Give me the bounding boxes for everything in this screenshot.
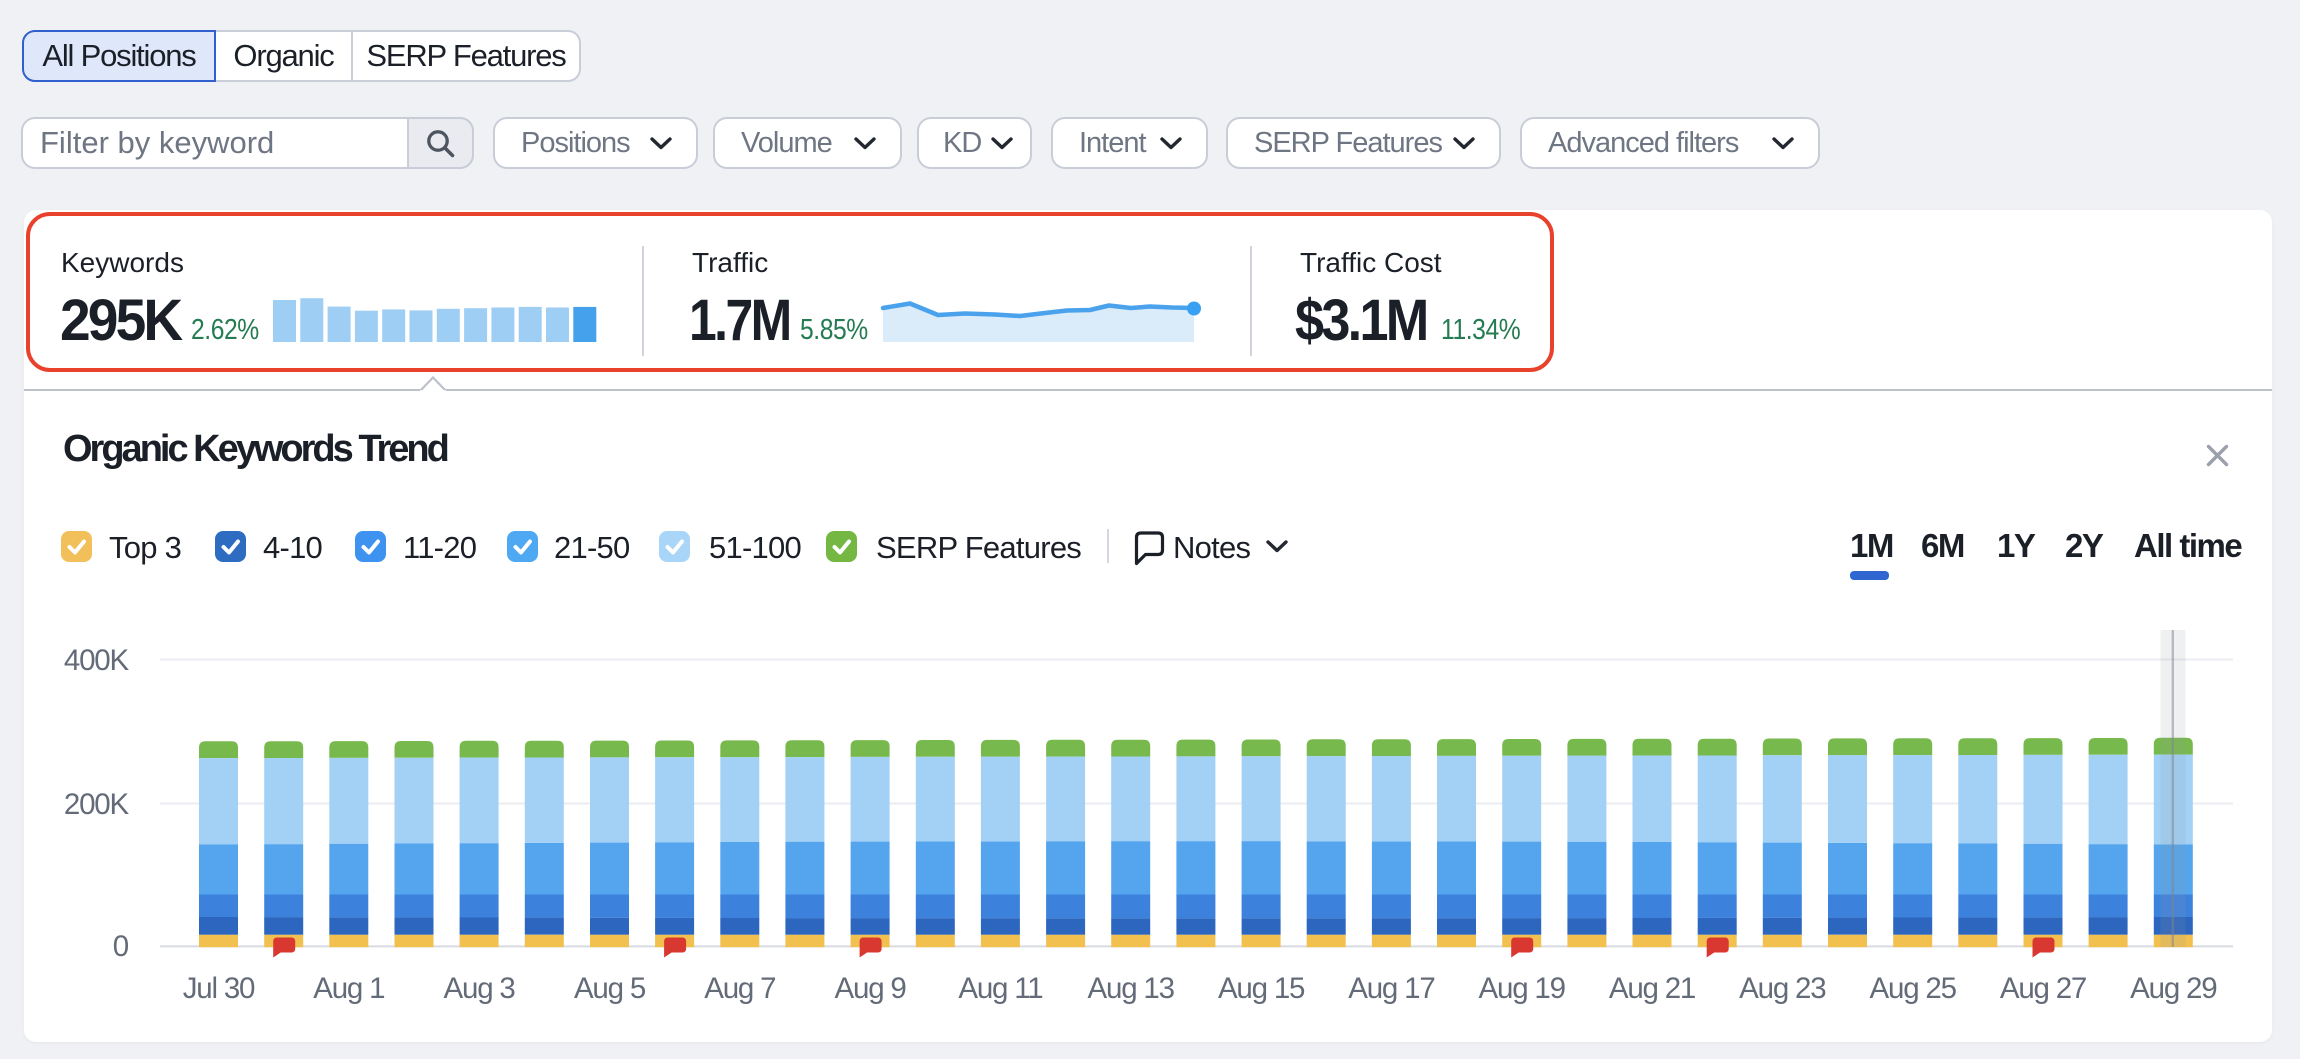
svg-text:Aug 15: Aug 15: [1218, 972, 1305, 1005]
svg-text:400K: 400K: [64, 644, 130, 677]
svg-text:Jul 30: Jul 30: [183, 972, 255, 1005]
svg-text:Aug 21: Aug 21: [1609, 972, 1695, 1005]
svg-text:Aug 7: Aug 7: [704, 972, 775, 1005]
svg-text:Aug 29: Aug 29: [2130, 972, 2217, 1005]
svg-text:Aug 1: Aug 1: [313, 972, 384, 1005]
svg-text:Aug 11: Aug 11: [958, 972, 1042, 1005]
svg-text:200K: 200K: [64, 788, 130, 821]
svg-text:Aug 9: Aug 9: [835, 972, 907, 1005]
svg-text:Aug 19: Aug 19: [1479, 972, 1566, 1005]
svg-text:Aug 17: Aug 17: [1348, 972, 1434, 1005]
svg-text:Aug 27: Aug 27: [2000, 972, 2086, 1005]
svg-text:0: 0: [113, 930, 129, 963]
svg-text:Aug 25: Aug 25: [1870, 972, 1957, 1005]
svg-text:Aug 3: Aug 3: [444, 972, 516, 1005]
svg-text:Aug 13: Aug 13: [1088, 972, 1175, 1005]
svg-text:Aug 23: Aug 23: [1739, 972, 1826, 1005]
svg-text:Aug 5: Aug 5: [574, 972, 646, 1005]
